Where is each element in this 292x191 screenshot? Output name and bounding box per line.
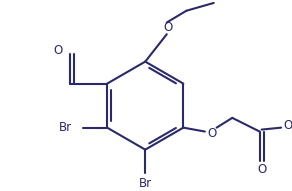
Text: O: O — [53, 44, 62, 57]
Text: Br: Br — [59, 121, 72, 134]
Text: O: O — [207, 127, 216, 140]
Text: Br: Br — [139, 177, 152, 190]
Text: O: O — [257, 163, 266, 176]
Text: O: O — [163, 21, 172, 34]
Text: O: O — [284, 119, 292, 132]
